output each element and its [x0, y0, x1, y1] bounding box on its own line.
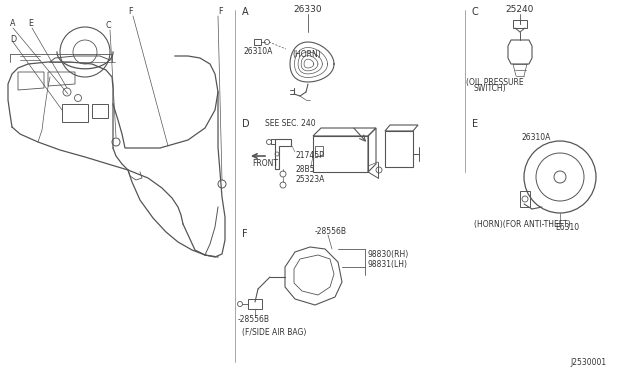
- Text: E: E: [472, 119, 478, 129]
- Text: D: D: [10, 35, 16, 45]
- Text: J2530001: J2530001: [570, 358, 606, 367]
- Text: (HORN)(FOR ANTI-THEFT): (HORN)(FOR ANTI-THEFT): [474, 219, 571, 228]
- Text: F: F: [218, 7, 223, 16]
- Text: (HORN): (HORN): [292, 49, 321, 58]
- Text: 28B5: 28B5: [295, 164, 314, 173]
- Text: 26330: 26330: [294, 6, 323, 15]
- Text: -28556B: -28556B: [315, 228, 347, 237]
- Text: C: C: [472, 7, 479, 17]
- Text: 98830(RH): 98830(RH): [368, 250, 409, 260]
- Text: C: C: [105, 22, 111, 31]
- Text: 25240: 25240: [506, 6, 534, 15]
- Text: F: F: [242, 229, 248, 239]
- Text: (OIL PRESSURE: (OIL PRESSURE: [466, 77, 524, 87]
- Text: D: D: [242, 119, 250, 129]
- Text: (F/SIDE AIR BAG): (F/SIDE AIR BAG): [242, 327, 307, 337]
- Text: 26310A: 26310A: [522, 132, 552, 141]
- Text: -28556B: -28556B: [238, 314, 270, 324]
- Text: SWITCH): SWITCH): [474, 84, 507, 93]
- Text: 26310A: 26310A: [244, 46, 273, 55]
- Text: SEE SEC. 240: SEE SEC. 240: [265, 119, 316, 128]
- Text: FRONT: FRONT: [252, 160, 278, 169]
- Text: A: A: [242, 7, 248, 17]
- Text: E: E: [28, 19, 33, 29]
- Text: F: F: [128, 7, 132, 16]
- Text: E6310: E6310: [555, 222, 579, 231]
- Text: 25323A: 25323A: [295, 176, 324, 185]
- Text: A: A: [10, 19, 15, 29]
- Text: 21745P: 21745P: [295, 151, 324, 160]
- Text: 98831(LH): 98831(LH): [368, 260, 408, 269]
